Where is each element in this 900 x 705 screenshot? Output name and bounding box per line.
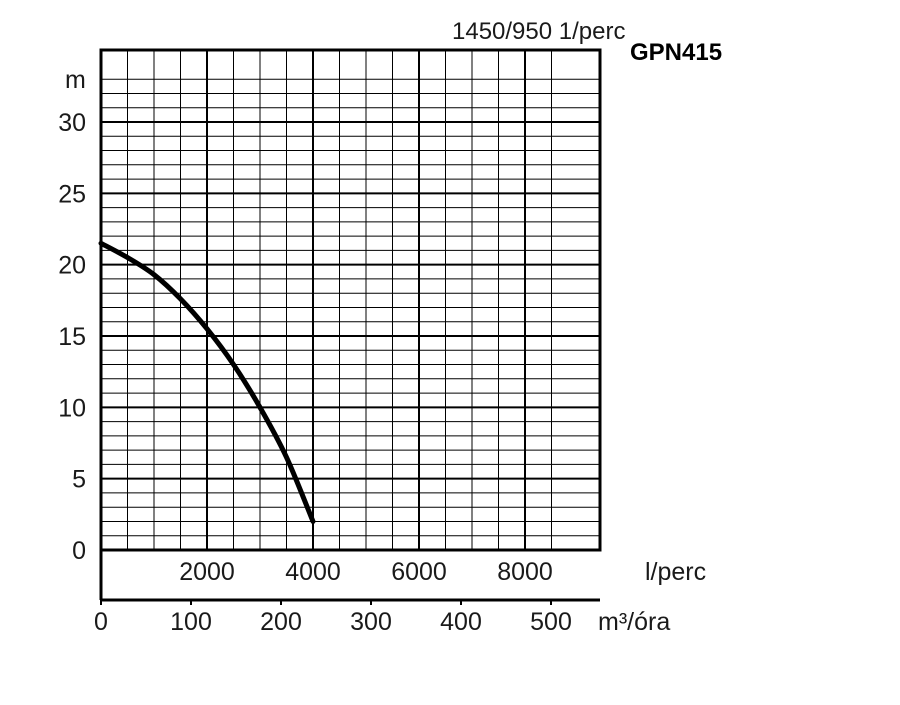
- y-tick-label: 15: [58, 323, 86, 351]
- pump-curve-line: [98, 240, 316, 524]
- x-tick-label-lps: 6000: [391, 558, 447, 586]
- series-layer: [98, 240, 316, 524]
- y-tick-label: 25: [58, 180, 86, 208]
- y-tick-label: 20: [58, 252, 86, 280]
- chart-subtitle: GPN415: [630, 39, 722, 66]
- x-tick-label-lps: 4000: [285, 558, 341, 586]
- x-tick-label-m3h: 400: [440, 608, 482, 636]
- x-axis-label: l/perc: [645, 558, 706, 586]
- plot-frame: [99, 48, 602, 552]
- x-tick-label-lps: 8000: [497, 558, 553, 586]
- axis-layer: [99, 48, 602, 605]
- y-tick-label: 5: [72, 466, 86, 494]
- x-tick-label-m3h: 200: [260, 608, 302, 636]
- x-tick-label-lps: 2000: [179, 558, 235, 586]
- y-tick-label: 10: [58, 394, 86, 422]
- label-layer: 1450/950 1/perc GPN415 m l/perc m³/óra 0…: [58, 18, 722, 636]
- x-tick-label-m3h: 100: [170, 608, 212, 636]
- y-tick-label: 30: [58, 109, 86, 137]
- x-tick-label-m3h: 0: [94, 608, 108, 636]
- y-axis-label: m: [65, 66, 86, 94]
- x-tick-label-m3h: 500: [530, 608, 572, 636]
- grid-layer: [101, 50, 600, 551]
- x-tick-label-m3h: 300: [350, 608, 392, 636]
- chart-title: 1450/950 1/perc: [452, 18, 625, 45]
- y-tick-label: 0: [72, 537, 86, 565]
- x2-axis-label: m³/óra: [598, 608, 670, 636]
